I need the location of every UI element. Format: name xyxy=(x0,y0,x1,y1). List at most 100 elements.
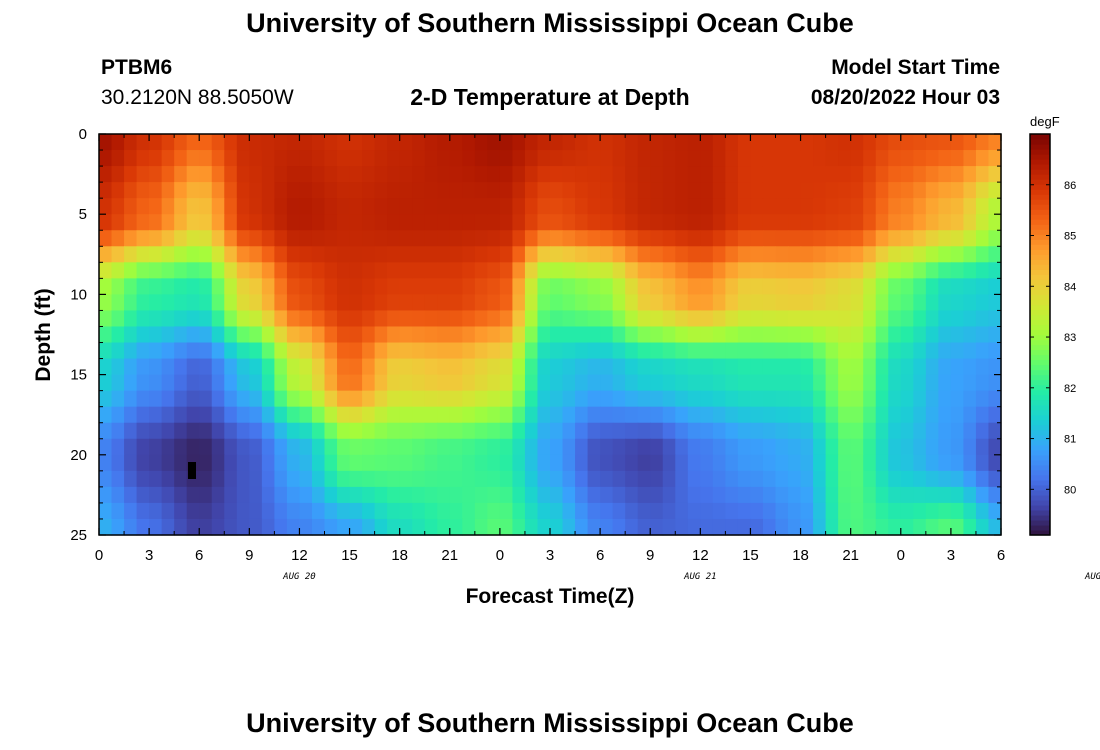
heatmap-cell xyxy=(913,214,927,231)
heatmap-cell xyxy=(149,166,163,183)
heatmap-cell xyxy=(850,134,864,151)
heatmap-cell xyxy=(612,438,626,456)
heatmap-cell xyxy=(99,262,113,279)
heatmap-cell xyxy=(412,150,426,167)
heatmap-cell xyxy=(424,182,438,199)
heatmap-cell xyxy=(337,358,351,376)
heatmap-cell xyxy=(437,438,451,456)
heatmap-cell xyxy=(888,310,902,328)
heatmap-cell xyxy=(737,150,752,167)
heatmap-cell xyxy=(437,486,451,504)
heatmap-cell xyxy=(575,214,589,231)
colorbar-segment xyxy=(1030,409,1050,416)
heatmap-cell xyxy=(575,150,589,167)
y-tick-label: 0 xyxy=(79,126,87,143)
heatmap-cell xyxy=(600,358,614,376)
heatmap-cell xyxy=(374,518,388,536)
heatmap-cell xyxy=(825,342,839,360)
heatmap-cell xyxy=(462,326,476,344)
heatmap-cell xyxy=(374,198,388,215)
heatmap-cell xyxy=(938,310,952,328)
heatmap-cell xyxy=(687,374,701,392)
colorbar-segment xyxy=(1030,484,1050,491)
heatmap-cell xyxy=(362,294,376,312)
heatmap-cell xyxy=(286,310,301,328)
heatmap-cell xyxy=(424,502,438,520)
heatmap-cell xyxy=(449,422,463,440)
heatmap-cell xyxy=(587,278,601,295)
heatmap-cell xyxy=(437,470,451,488)
heatmap-cell xyxy=(825,422,839,440)
x-tick-label: 3 xyxy=(145,547,153,564)
heatmap-cell xyxy=(988,198,1002,215)
heatmap-cell xyxy=(474,470,488,488)
heatmap-cell xyxy=(211,214,225,231)
heatmap-cell xyxy=(838,198,852,215)
heatmap-cell xyxy=(512,390,526,408)
heatmap-cell xyxy=(900,294,914,312)
colorbar-segment xyxy=(1030,189,1050,195)
heatmap-cell xyxy=(913,294,927,312)
heatmap-cell xyxy=(913,182,927,199)
heatmap-cell xyxy=(161,182,175,199)
heatmap-cell xyxy=(374,390,388,408)
heatmap-cell xyxy=(324,470,338,488)
heatmap-cell xyxy=(587,438,601,456)
heatmap-cell xyxy=(124,294,138,312)
heatmap-cell xyxy=(537,454,551,472)
heatmap-cell xyxy=(700,342,714,360)
heatmap-cell xyxy=(575,438,589,456)
heatmap-cell xyxy=(324,134,338,151)
heatmap-cell xyxy=(387,374,401,392)
heatmap-cell xyxy=(111,262,125,279)
heatmap-cell xyxy=(788,262,802,279)
heatmap-cell xyxy=(387,278,401,295)
heatmap-cell xyxy=(499,406,514,424)
heatmap-cell xyxy=(725,390,739,408)
heatmap-cell xyxy=(499,470,514,488)
heatmap-cell xyxy=(725,502,739,520)
heatmap-cell xyxy=(600,454,614,472)
heatmap-cell xyxy=(637,214,651,231)
heatmap-cell xyxy=(224,166,238,183)
heatmap-cell xyxy=(211,438,225,456)
heatmap-cell xyxy=(387,326,401,344)
heatmap-cell xyxy=(462,230,476,247)
heatmap-cell xyxy=(349,246,363,263)
heatmap-cell xyxy=(524,294,539,312)
heatmap-cell xyxy=(261,518,275,536)
heatmap-cell xyxy=(349,454,363,472)
heatmap-cell xyxy=(900,198,914,215)
heatmap-cell xyxy=(286,230,301,247)
heatmap-cell xyxy=(149,406,163,424)
heatmap-cell xyxy=(311,342,326,360)
heatmap-cell xyxy=(725,262,739,279)
heatmap-cell xyxy=(261,294,275,312)
heatmap-cell xyxy=(274,310,288,328)
heatmap-cell xyxy=(900,214,914,231)
heatmap-cell xyxy=(675,166,689,183)
heatmap-cell xyxy=(136,470,150,488)
heatmap-cell xyxy=(224,214,238,231)
heatmap-cell xyxy=(675,358,689,376)
heatmap-cell xyxy=(863,166,877,183)
heatmap-cell xyxy=(625,502,639,520)
heatmap-cell xyxy=(149,230,163,247)
heatmap-cell xyxy=(675,214,689,231)
heatmap-cell xyxy=(700,470,714,488)
heatmap-cell xyxy=(236,278,250,295)
heatmap-cell xyxy=(299,246,313,263)
heatmap-cell xyxy=(600,166,614,183)
heatmap-cell xyxy=(124,342,138,360)
heatmap-cell xyxy=(825,406,839,424)
heatmap-cell xyxy=(274,358,288,376)
heatmap-cell xyxy=(825,486,839,504)
heatmap-cell xyxy=(775,438,789,456)
heatmap-cell xyxy=(324,246,338,263)
heatmap-cell xyxy=(938,278,952,295)
colorbar-segment xyxy=(1030,219,1050,225)
heatmap-cell xyxy=(224,454,238,472)
heatmap-cell xyxy=(788,454,802,472)
heatmap-cell xyxy=(762,518,777,536)
heatmap-cell xyxy=(975,150,990,167)
